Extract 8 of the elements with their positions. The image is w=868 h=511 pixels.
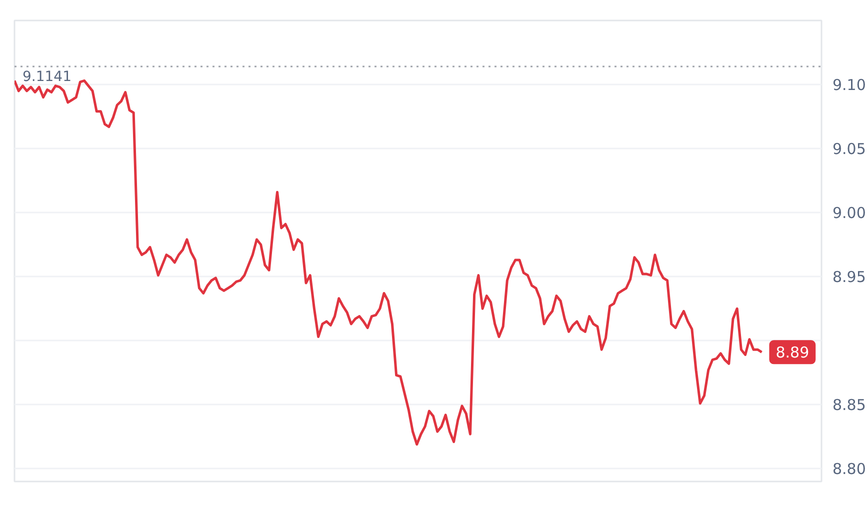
y-tick-label: 8.85 xyxy=(832,396,866,414)
y-tick-label: 9.05 xyxy=(832,140,866,158)
y-tick-label: 9.00 xyxy=(832,204,866,222)
y-tick-label: 9.10 xyxy=(832,76,866,94)
text: 8.89 xyxy=(776,344,810,362)
ref-line-label: 9.1141 xyxy=(22,68,72,85)
y-tick-label: 8.80 xyxy=(832,460,866,478)
y-tick-label: 8.95 xyxy=(832,268,866,286)
